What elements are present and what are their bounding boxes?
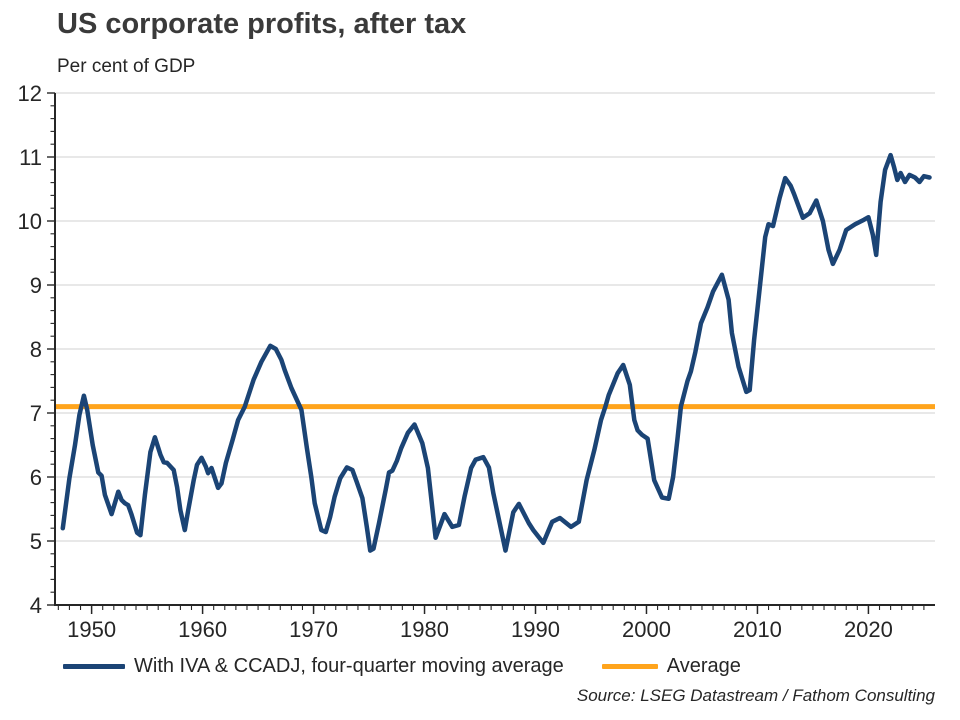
svg-text:2020: 2020 bbox=[844, 617, 893, 642]
legend: With IVA & CCADJ, four-quarter moving av… bbox=[63, 655, 741, 678]
svg-text:1970: 1970 bbox=[289, 617, 338, 642]
legend-item-profits-series: With IVA & CCADJ, four-quarter moving av… bbox=[63, 655, 564, 678]
svg-text:1980: 1980 bbox=[400, 617, 449, 642]
svg-text:4: 4 bbox=[30, 593, 42, 618]
svg-text:12: 12 bbox=[18, 81, 42, 106]
y-gridlines bbox=[55, 92, 935, 542]
y-axis-ticks bbox=[47, 92, 55, 606]
average-line-swatch bbox=[601, 664, 658, 669]
svg-text:6: 6 bbox=[30, 465, 42, 490]
profits-line-swatch bbox=[63, 664, 125, 669]
svg-text:10: 10 bbox=[18, 209, 42, 234]
svg-text:8: 8 bbox=[30, 337, 42, 362]
source-credit: Source: LSEG Datastream / Fathom Consult… bbox=[576, 686, 935, 705]
legend-item-average: Average bbox=[601, 655, 741, 678]
profits-legend-label: With IVA & CCADJ, four-quarter moving av… bbox=[134, 655, 564, 677]
svg-text:5: 5 bbox=[30, 529, 42, 554]
chart-subtitle: Per cent of GDP bbox=[57, 56, 196, 77]
svg-text:9: 9 bbox=[30, 273, 42, 298]
x-axis-labels: 1950 1960 1970 1980 1990 2000 2010 2020 bbox=[67, 617, 893, 642]
svg-text:11: 11 bbox=[19, 145, 42, 170]
profit-chart-canvas: 4 5 6 7 8 9 10 11 12 1950 1960 1970 1980 1990 2000 2010… bbox=[18, 81, 935, 642]
svg-text:2000: 2000 bbox=[622, 617, 671, 642]
x-axis-ticks bbox=[57, 605, 925, 614]
y-axis-labels: 4 5 6 7 8 9 10 11 12 bbox=[18, 81, 42, 618]
profits-line bbox=[60, 152, 932, 553]
chart-title: US corporate profits, after tax bbox=[57, 8, 467, 40]
svg-text:1950: 1950 bbox=[67, 617, 116, 642]
svg-text:7: 7 bbox=[30, 401, 42, 426]
svg-text:2010: 2010 bbox=[733, 617, 782, 642]
svg-text:1990: 1990 bbox=[511, 617, 560, 642]
svg-text:1960: 1960 bbox=[178, 617, 227, 642]
average-legend-label: Average bbox=[666, 655, 741, 677]
